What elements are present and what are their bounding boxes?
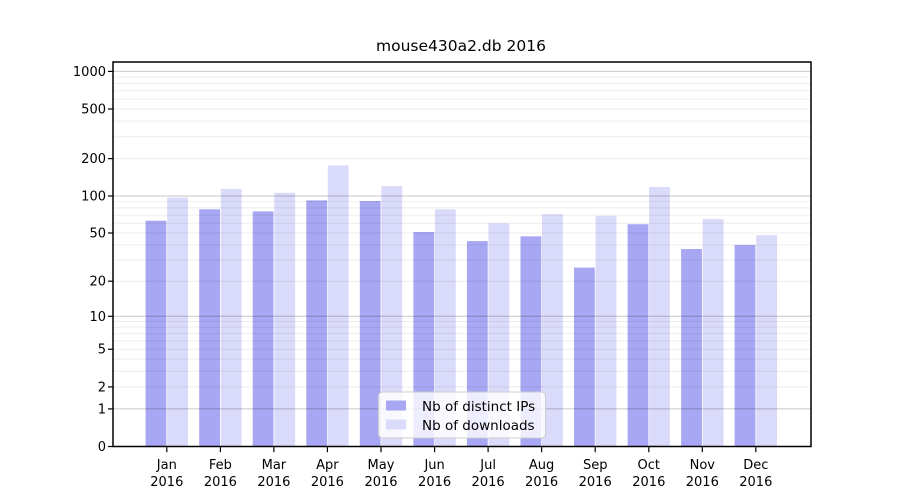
bar-distinct-ips-mar <box>252 211 274 447</box>
bar-downloads-apr <box>327 165 349 447</box>
x-tick-month-label: Jan <box>156 458 177 473</box>
x-tick-month-label: Sep <box>583 458 608 473</box>
x-tick-year-label: 2016 <box>418 475 451 490</box>
y-tick-label: 500 <box>81 103 106 118</box>
bar-distinct-ips-feb <box>199 209 220 447</box>
y-gridlines-major <box>113 70 811 410</box>
y-tick-label: 1 <box>98 402 106 417</box>
x-tick-month-label: Apr <box>316 458 339 473</box>
x-tick-month-label: Jul <box>479 458 496 473</box>
y-tick-label: 0 <box>98 440 106 455</box>
legend: Nb of distinct IPs Nb of downloads <box>378 391 546 439</box>
y-tick-label: 100 <box>81 190 106 205</box>
bar-distinct-ips-dec <box>734 244 756 447</box>
plot-border <box>112 61 812 448</box>
x-tick-month-label: Jun <box>423 458 444 473</box>
y-gridlines-minor <box>113 76 811 388</box>
y-tick-label: 5 <box>98 343 106 358</box>
bar-downloads-may <box>381 186 403 447</box>
bar-downloads-jul <box>488 223 510 447</box>
bar-downloads-aug <box>542 214 563 447</box>
chart-title: mouse430a2.db 2016 <box>376 37 546 55</box>
bar-distinct-ips-oct <box>627 224 649 447</box>
y-tick-label: 200 <box>81 152 106 167</box>
x-tick-year-label: 2016 <box>311 475 344 490</box>
legend-label-distinct-ips: Nb of distinct IPs <box>422 399 535 415</box>
x-tick-year-label: 2016 <box>472 475 505 490</box>
legend-label-downloads: Nb of downloads <box>422 418 535 434</box>
x-tick-year-label: 2016 <box>632 475 665 490</box>
x-tick-year-label: 2016 <box>204 475 237 490</box>
x-tick-month-label: Feb <box>209 458 232 473</box>
bar-downloads-jun <box>434 209 456 447</box>
x-tick-month-label: Oct <box>638 458 660 473</box>
y-tick-label: 1000 <box>73 65 106 80</box>
bar-downloads-sep <box>595 215 617 447</box>
y-tick-label: 10 <box>89 310 106 325</box>
x-axis: Jan 2016 Feb 2016 Mar 2016 Apr 2016 May 2016 Jun 20… <box>150 447 772 490</box>
y-tick-label: 20 <box>89 275 106 290</box>
bar-downloads-oct <box>649 187 670 447</box>
y-tick-label: 50 <box>89 227 106 242</box>
bar-distinct-ips-may <box>359 201 381 447</box>
bar-downloads-jan <box>167 197 188 447</box>
x-tick-year-label: 2016 <box>579 475 612 490</box>
legend-swatch-distinct-ips <box>386 400 406 411</box>
x-tick-year-label: 2016 <box>739 475 772 490</box>
bar-distinct-ips-jan <box>145 220 167 447</box>
x-tick-year-label: 2016 <box>150 475 183 490</box>
x-tick-month-label: Nov <box>690 458 716 473</box>
x-tick-month-label: Aug <box>529 458 554 473</box>
x-tick-year-label: 2016 <box>257 475 290 490</box>
x-tick-year-label: 2016 <box>686 475 719 490</box>
x-tick-month-label: Mar <box>262 458 287 473</box>
x-tick-month-label: May <box>368 458 395 473</box>
x-tick-year-label: 2016 <box>364 475 397 490</box>
bar-downloads-dec <box>756 235 777 447</box>
legend-box <box>378 391 546 439</box>
y-tick-label: 2 <box>98 380 106 395</box>
x-tick-month-label: Dec <box>743 458 768 473</box>
legend-swatch-downloads <box>386 419 406 430</box>
bar-distinct-ips-sep <box>574 267 595 447</box>
bar-distinct-ips-apr <box>306 200 328 447</box>
x-tick-year-label: 2016 <box>525 475 558 490</box>
bar-downloads-mar <box>274 192 296 447</box>
bar-distinct-ips-nov <box>681 249 702 447</box>
bar-downloads-nov <box>702 219 724 447</box>
bar-downloads-feb <box>220 188 242 447</box>
